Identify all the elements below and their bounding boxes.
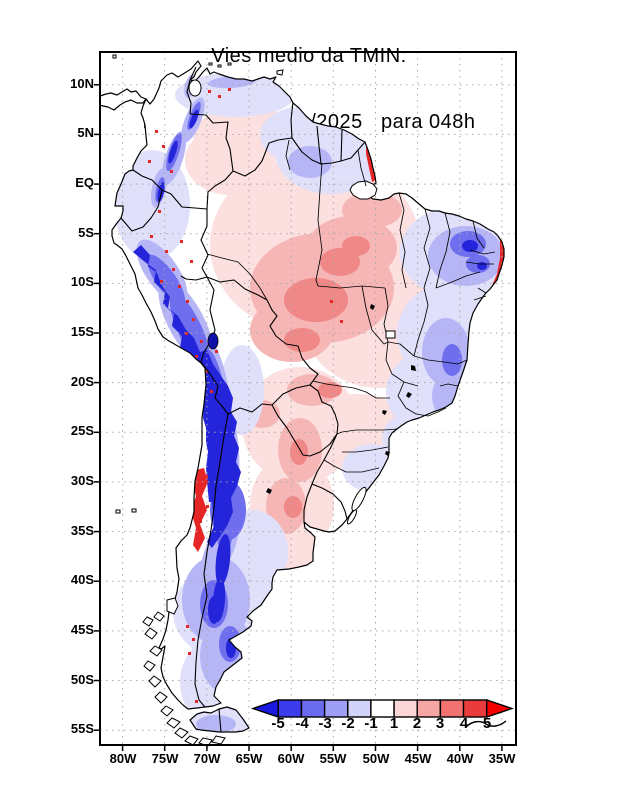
- colorbar-tick-label: 5: [482, 715, 492, 732]
- colorbar: [250, 699, 515, 718]
- country-borders: [120, 66, 366, 733]
- trinidad-island: [276, 69, 284, 76]
- coastlines: [99, 60, 505, 733]
- lon-label: 55W: [319, 751, 347, 766]
- lat-label: 5N: [77, 125, 94, 140]
- juan-fernandez-island: [131, 508, 137, 513]
- state-borders: [206, 139, 496, 473]
- shade-red-strong: [284, 236, 424, 518]
- lat-label: 25S: [70, 423, 94, 438]
- lon-label: 40W: [446, 751, 474, 766]
- title-line-1: Vies medio da TMIN:: [211, 45, 407, 67]
- lon-label: 75W: [151, 751, 179, 766]
- caribbean-islet: [112, 54, 117, 59]
- lat-label: 10N: [70, 76, 94, 91]
- lat-label: 35S: [70, 523, 94, 538]
- graticule-grid: [100, 52, 516, 745]
- colorbar-tick-label: -3: [318, 715, 332, 732]
- marajo-island: [349, 180, 378, 200]
- lat-label: 50S: [70, 672, 94, 687]
- lat-label: 10S: [70, 274, 94, 289]
- lon-label: 65W: [235, 751, 263, 766]
- lat-label: 30S: [70, 473, 94, 488]
- lon-label: 50W: [362, 751, 390, 766]
- lat-label: EQ: [75, 175, 94, 190]
- lon-label: 45W: [404, 751, 432, 766]
- south-georgia-island: [465, 720, 507, 728]
- colorbar-right-arrow: [486, 699, 515, 718]
- lakes-and-markers: [188, 79, 416, 525]
- axis-ticks: [94, 84, 503, 751]
- reservoir-marks: [266, 304, 416, 494]
- lat-label: 15S: [70, 324, 94, 339]
- lat-label: 55S: [70, 721, 94, 736]
- colorbar-tick-label: -4: [295, 715, 309, 732]
- lake-titicaca: [207, 332, 219, 350]
- lon-label: 80W: [109, 751, 137, 766]
- colorbar-tick-label: 3: [435, 715, 445, 732]
- lagoa-dos-patos: [351, 486, 367, 512]
- lat-label: 20S: [70, 374, 94, 389]
- shade-blue-deep-andes: [133, 109, 487, 658]
- lon-label: 70W: [193, 751, 221, 766]
- distrito-federal-outline: [385, 330, 396, 339]
- colorbar-tick-label: -1: [364, 715, 378, 732]
- colorbar-tick-label: 2: [412, 715, 422, 732]
- lon-label: 35W: [488, 751, 516, 766]
- colorbar-tick-label: 4: [459, 715, 469, 732]
- lat-label: 45S: [70, 622, 94, 637]
- colorbar-tick-label: 1: [389, 715, 399, 732]
- lagoa-mirim: [346, 509, 358, 525]
- map-frame: [94, 51, 517, 751]
- colorbar-tick-label: -5: [271, 715, 285, 732]
- lat-label: 40S: [70, 572, 94, 587]
- colorbar-tick-label: -2: [341, 715, 355, 732]
- juan-fernandez-island: [115, 509, 121, 514]
- lon-label: 60W: [277, 751, 305, 766]
- lake-maracaibo: [188, 79, 202, 97]
- lat-label: 5S: [78, 225, 94, 240]
